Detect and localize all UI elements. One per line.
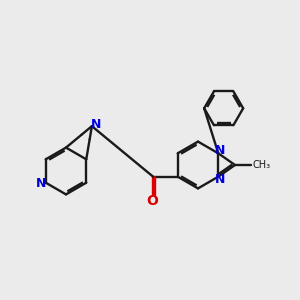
Text: N: N	[36, 177, 46, 190]
Text: O: O	[146, 194, 158, 208]
Text: N: N	[215, 144, 225, 157]
Text: N: N	[91, 118, 101, 131]
Text: CH₃: CH₃	[253, 160, 271, 170]
Text: N: N	[215, 173, 225, 186]
